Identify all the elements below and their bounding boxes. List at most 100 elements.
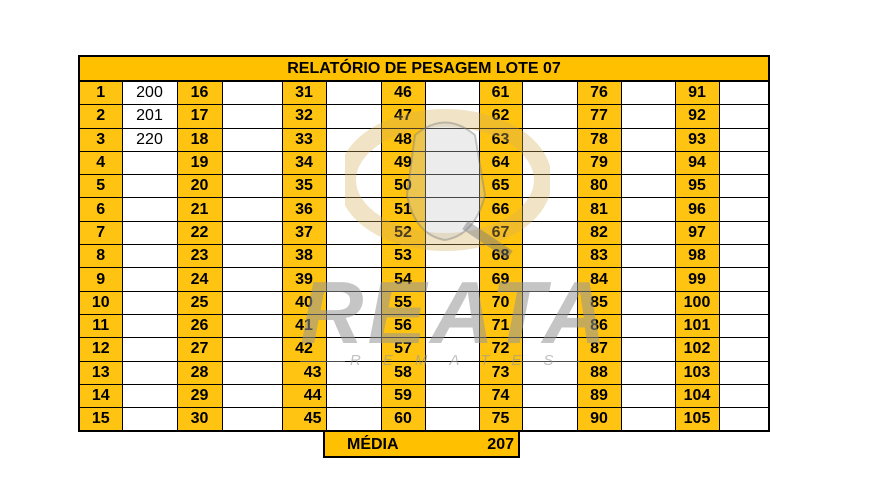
- weight-cell[interactable]: [620, 407, 676, 432]
- weight-cell[interactable]: [718, 360, 770, 385]
- weight-cell[interactable]: [424, 383, 480, 409]
- weight-cell[interactable]: [221, 127, 283, 152]
- weight-cell[interactable]: [121, 197, 178, 222]
- weight-cell[interactable]: [718, 127, 770, 152]
- weight-cell[interactable]: [718, 337, 770, 362]
- weight-cell[interactable]: [325, 244, 382, 269]
- weight-cell[interactable]: [718, 150, 770, 176]
- weight-cell[interactable]: [424, 244, 480, 269]
- weight-cell[interactable]: [521, 337, 578, 362]
- weight-cell[interactable]: 220: [121, 127, 178, 152]
- weight-cell[interactable]: [521, 150, 578, 176]
- weight-cell[interactable]: [424, 197, 480, 222]
- weight-cell[interactable]: [620, 383, 676, 409]
- weight-cell[interactable]: [325, 360, 382, 385]
- weight-cell[interactable]: [121, 383, 178, 409]
- weight-cell[interactable]: [521, 407, 578, 432]
- weight-cell[interactable]: [620, 244, 676, 269]
- weight-cell[interactable]: [718, 104, 770, 129]
- weight-cell[interactable]: [521, 174, 578, 199]
- weight-cell[interactable]: [325, 174, 382, 199]
- weight-cell[interactable]: [620, 220, 676, 246]
- weight-cell[interactable]: [521, 197, 578, 222]
- weight-cell[interactable]: [121, 174, 178, 199]
- weight-cell[interactable]: [424, 127, 480, 152]
- weight-cell[interactable]: [221, 290, 283, 315]
- weight-cell[interactable]: [424, 407, 480, 432]
- weight-cell[interactable]: [718, 267, 770, 292]
- weight-cell[interactable]: [325, 267, 382, 292]
- weight-cell[interactable]: [121, 360, 178, 385]
- weight-cell[interactable]: [521, 104, 578, 129]
- weight-cell[interactable]: [325, 150, 382, 176]
- weight-cell[interactable]: [718, 174, 770, 199]
- weight-cell[interactable]: [424, 360, 480, 385]
- weight-cell[interactable]: [620, 360, 676, 385]
- weight-cell[interactable]: [424, 290, 480, 315]
- weight-cell[interactable]: [325, 337, 382, 362]
- weight-cell[interactable]: [424, 150, 480, 176]
- weight-cell[interactable]: [424, 267, 480, 292]
- weight-cell[interactable]: [325, 80, 382, 106]
- weight-cell[interactable]: [121, 220, 178, 246]
- weight-cell[interactable]: [221, 150, 283, 176]
- weight-cell[interactable]: [718, 80, 770, 106]
- weight-cell[interactable]: [521, 244, 578, 269]
- weight-cell[interactable]: [521, 383, 578, 409]
- weight-cell[interactable]: [221, 104, 283, 129]
- weight-cell[interactable]: [121, 267, 178, 292]
- weight-cell[interactable]: [325, 407, 382, 432]
- weight-cell[interactable]: [718, 407, 770, 432]
- weight-cell[interactable]: [325, 197, 382, 222]
- weight-cell[interactable]: [718, 244, 770, 269]
- weight-cell[interactable]: [221, 267, 283, 292]
- weight-cell[interactable]: [424, 104, 480, 129]
- weight-cell[interactable]: [521, 127, 578, 152]
- weight-cell[interactable]: [325, 313, 382, 339]
- weight-cell[interactable]: [121, 313, 178, 339]
- weight-cell[interactable]: [620, 80, 676, 106]
- weight-cell[interactable]: [121, 337, 178, 362]
- weight-cell[interactable]: [718, 220, 770, 246]
- weight-cell[interactable]: [121, 150, 178, 176]
- weight-cell[interactable]: [424, 313, 480, 339]
- weight-cell[interactable]: [325, 290, 382, 315]
- weight-cell[interactable]: 201: [121, 104, 178, 129]
- weight-cell[interactable]: [221, 244, 283, 269]
- weight-cell[interactable]: [521, 267, 578, 292]
- weight-cell[interactable]: [325, 104, 382, 129]
- weight-cell[interactable]: [221, 220, 283, 246]
- weight-cell[interactable]: [620, 337, 676, 362]
- weight-cell[interactable]: [221, 407, 283, 432]
- weight-cell[interactable]: [121, 244, 178, 269]
- weight-cell[interactable]: [221, 383, 283, 409]
- weight-cell[interactable]: [221, 360, 283, 385]
- weight-cell[interactable]: [424, 220, 480, 246]
- weight-cell[interactable]: 200: [121, 80, 178, 106]
- weight-cell[interactable]: [718, 290, 770, 315]
- weight-cell[interactable]: [620, 174, 676, 199]
- weight-cell[interactable]: [221, 80, 283, 106]
- weight-cell[interactable]: [221, 337, 283, 362]
- weight-cell[interactable]: [424, 337, 480, 362]
- weight-cell[interactable]: [121, 290, 178, 315]
- weight-cell[interactable]: [521, 220, 578, 246]
- weight-cell[interactable]: [221, 313, 283, 339]
- weight-cell[interactable]: [718, 383, 770, 409]
- weight-cell[interactable]: [521, 80, 578, 106]
- weight-cell[interactable]: [221, 174, 283, 199]
- weight-cell[interactable]: [424, 174, 480, 199]
- weight-cell[interactable]: [424, 80, 480, 106]
- weight-cell[interactable]: [718, 313, 770, 339]
- weight-cell[interactable]: [221, 197, 283, 222]
- weight-cell[interactable]: [325, 220, 382, 246]
- weight-cell[interactable]: [521, 360, 578, 385]
- weight-cell[interactable]: [121, 407, 178, 432]
- weight-cell[interactable]: [620, 290, 676, 315]
- weight-cell[interactable]: [620, 313, 676, 339]
- weight-cell[interactable]: [325, 383, 382, 409]
- weight-cell[interactable]: [620, 197, 676, 222]
- weight-cell[interactable]: [718, 197, 770, 222]
- weight-cell[interactable]: [620, 150, 676, 176]
- weight-cell[interactable]: [521, 313, 578, 339]
